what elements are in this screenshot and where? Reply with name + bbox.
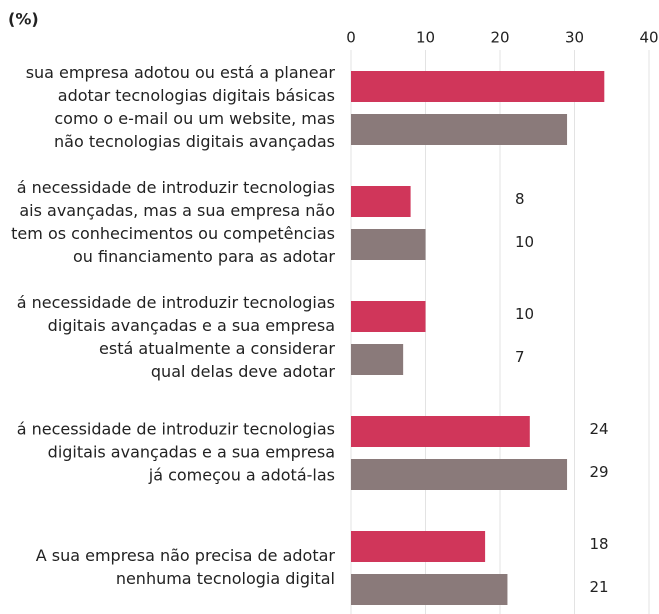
- category-label: nenhuma tecnologia digital: [116, 569, 335, 588]
- x-tick-label: 30: [565, 29, 584, 47]
- value-label: 10: [515, 305, 534, 323]
- value-label: 21: [590, 578, 609, 596]
- category-label: qual delas deve adotar: [151, 362, 336, 381]
- category-label: como o e-mail ou um website, mas: [54, 109, 335, 128]
- category-label: digitais avançadas e a sua empresa: [48, 316, 335, 335]
- bar: [351, 71, 605, 102]
- bar: [351, 301, 426, 332]
- value-label: 10: [515, 233, 534, 251]
- category-label: A sua empresa não precisa de adotar: [36, 546, 336, 565]
- bar: [351, 114, 568, 145]
- value-label: 24: [590, 420, 609, 438]
- bar: [351, 531, 486, 562]
- bar: [351, 186, 411, 217]
- value-label: 7: [515, 348, 525, 366]
- category-label: ais avançadas, mas a sua empresa não: [19, 201, 335, 220]
- bar: [351, 229, 426, 260]
- category-label: sua empresa adotou ou está a planear: [26, 63, 336, 82]
- value-label: 8: [515, 190, 525, 208]
- chart-title: (%): [8, 10, 39, 29]
- bar: [351, 574, 508, 605]
- category-label: ou financiamento para as adotar: [73, 247, 335, 266]
- bar: [351, 459, 568, 490]
- category-label: á necessidade de introduzir tecnologias: [17, 178, 335, 197]
- x-tick-label: 40: [639, 29, 658, 47]
- category-label: digitais avançadas e a sua empresa: [48, 443, 335, 462]
- bar: [351, 344, 404, 375]
- category-label: já começou a adotá-las: [148, 466, 335, 485]
- category-label: está atualmente a considerar: [99, 339, 335, 358]
- value-label: 29: [590, 463, 609, 481]
- category-label: á necessidade de introduzir tecnologias: [17, 420, 335, 439]
- value-label: 18: [590, 535, 609, 553]
- category-label: á necessidade de introduzir tecnologias: [17, 293, 335, 312]
- x-tick-label: 20: [490, 29, 509, 47]
- x-tick-label: 0: [346, 29, 356, 47]
- category-label: adotar tecnologias digitais básicas: [58, 86, 335, 105]
- category-label: tem os conhecimentos ou competências: [11, 224, 335, 243]
- bar: [351, 416, 530, 447]
- x-tick-label: 10: [416, 29, 435, 47]
- category-label: não tecnologias digitais avançadas: [54, 132, 335, 151]
